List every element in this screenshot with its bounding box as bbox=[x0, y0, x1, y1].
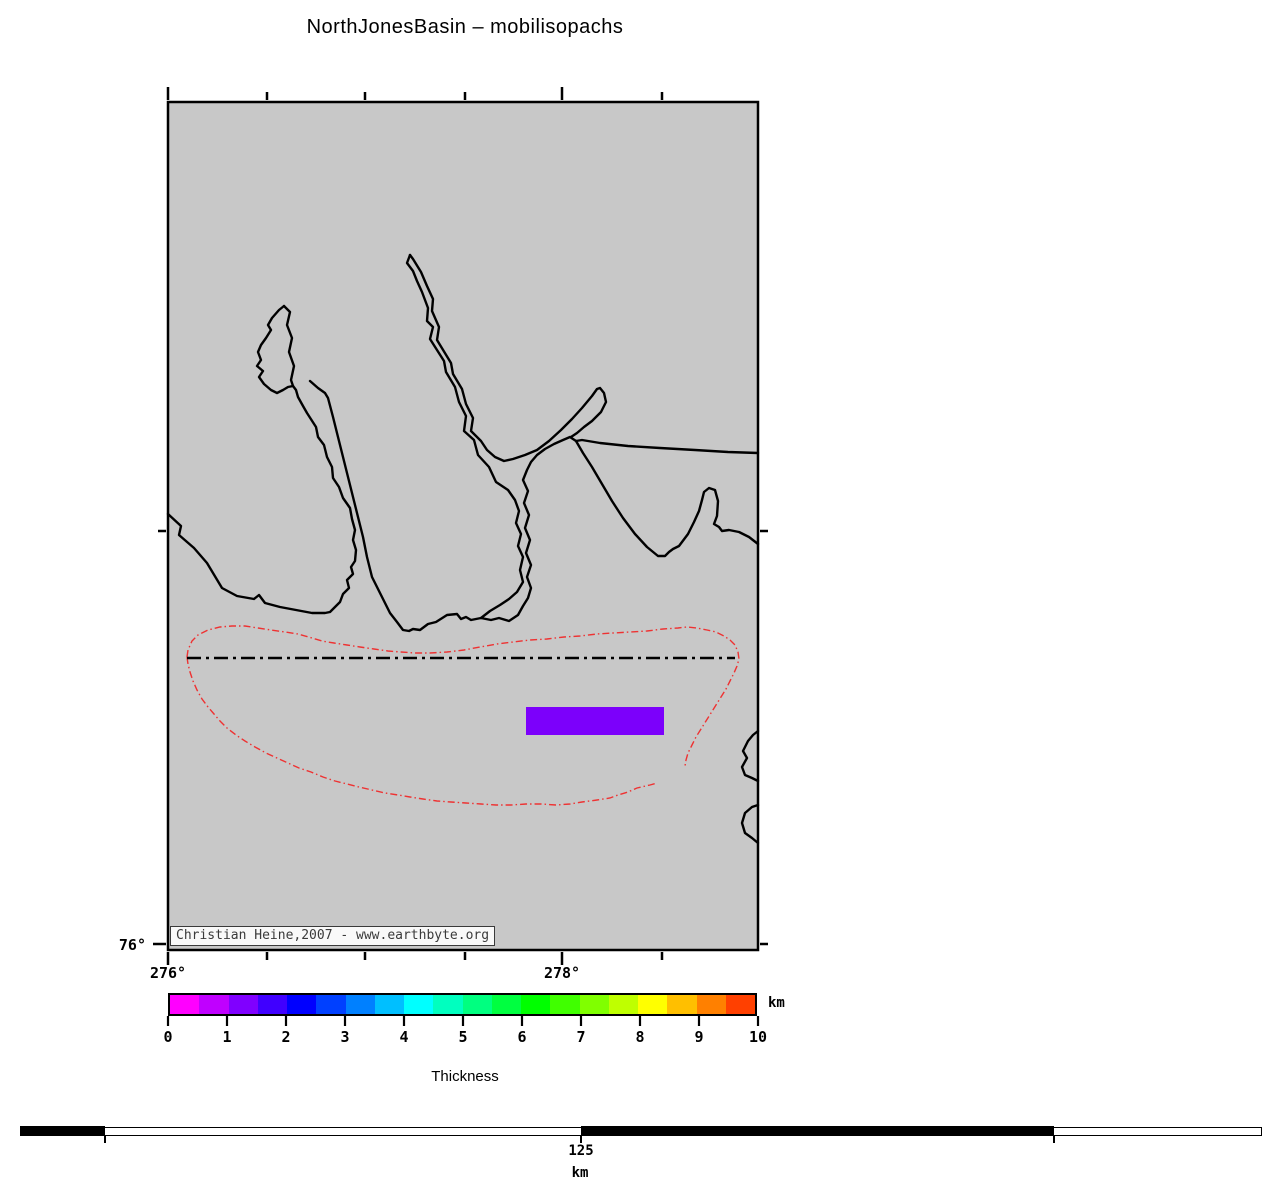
colorbar-tick-label-0: 0 bbox=[163, 1028, 173, 1046]
colorbar-segment-16 bbox=[638, 995, 668, 1014]
colorbar-segment-18 bbox=[696, 995, 726, 1014]
colorbar-tick-label-7: 7 bbox=[576, 1028, 586, 1046]
isopach-contour bbox=[186, 625, 740, 806]
colorbar-segment-6 bbox=[345, 995, 375, 1014]
colorbar-segment-19 bbox=[725, 995, 755, 1014]
scalebar-black-segment-1 bbox=[20, 1126, 105, 1136]
colorbar bbox=[168, 993, 757, 1016]
watermark: Christian Heine,2007 - www.earthbyte.org bbox=[170, 926, 496, 946]
scalebar-tick-2 bbox=[580, 1136, 582, 1143]
colorbar-segment-4 bbox=[287, 995, 317, 1014]
colorbar-tick-label-4: 4 bbox=[399, 1028, 409, 1046]
figure-title: NorthJonesBasin – mobilisopachs bbox=[306, 16, 624, 38]
colorbar-tick-label-3: 3 bbox=[340, 1028, 350, 1046]
map-frame bbox=[166, 100, 760, 952]
map-tick-marks bbox=[153, 87, 768, 965]
coastline-central-fjord-west-shore bbox=[405, 253, 525, 620]
colorbar-tick-label-10: 10 bbox=[748, 1028, 768, 1046]
colorbar-segment-0 bbox=[170, 995, 200, 1014]
colorbar-segment-2 bbox=[228, 995, 258, 1014]
colorbar-segment-11 bbox=[491, 995, 521, 1014]
scalebar-distance: 125 bbox=[568, 1143, 594, 1159]
colorbar-segment-14 bbox=[579, 995, 609, 1014]
colorbar-segment-8 bbox=[404, 995, 434, 1014]
colorbar-segment-7 bbox=[374, 995, 404, 1014]
coastline-southeast-piece-1 bbox=[740, 729, 760, 783]
scalebar-unit: km bbox=[571, 1165, 589, 1181]
coastline-west-fjord-east-shore bbox=[282, 304, 296, 388]
isopach-patch bbox=[526, 707, 664, 735]
coastlines bbox=[166, 253, 760, 845]
colorbar-segment-9 bbox=[433, 995, 463, 1014]
longitude-label-278: 278° bbox=[543, 964, 581, 982]
colorbar-tick-label-9: 9 bbox=[694, 1028, 704, 1046]
colorbar-segment-3 bbox=[257, 995, 287, 1014]
colorbar-segment-5 bbox=[316, 995, 346, 1014]
scalebar-black-segment-2 bbox=[581, 1126, 1054, 1136]
colorbar-tick-label-5: 5 bbox=[458, 1028, 468, 1046]
colorbar-segment-13 bbox=[550, 995, 580, 1014]
scalebar-tick-3 bbox=[1053, 1136, 1055, 1143]
colorbar-tick-label-2: 2 bbox=[281, 1028, 291, 1046]
colorbar-segment-12 bbox=[521, 995, 551, 1014]
colorbar-tick-label-1: 1 bbox=[222, 1028, 232, 1046]
latitude-label: 76° bbox=[118, 936, 146, 954]
colorbar-tick-label-8: 8 bbox=[635, 1028, 645, 1046]
longitude-label-276: 276° bbox=[149, 964, 187, 982]
coastline-east-peninsula bbox=[574, 439, 760, 558]
colorbar-tick-label-6: 6 bbox=[517, 1028, 527, 1046]
colorbar-segment-10 bbox=[462, 995, 492, 1014]
colorbar-unit: km bbox=[768, 995, 785, 1011]
colorbar-segment-15 bbox=[608, 995, 638, 1014]
colorbar-segment-1 bbox=[199, 995, 229, 1014]
scalebar-tick-1 bbox=[104, 1136, 106, 1143]
coastline-south-shore bbox=[308, 379, 760, 633]
coastline-central-fjord-east-shore bbox=[408, 253, 608, 463]
coastline-southeast-piece-2 bbox=[740, 803, 760, 845]
colorbar-segment-17 bbox=[667, 995, 697, 1014]
coastline-west-fjord bbox=[166, 304, 358, 615]
colorbar-title: Thickness bbox=[431, 1068, 499, 1085]
